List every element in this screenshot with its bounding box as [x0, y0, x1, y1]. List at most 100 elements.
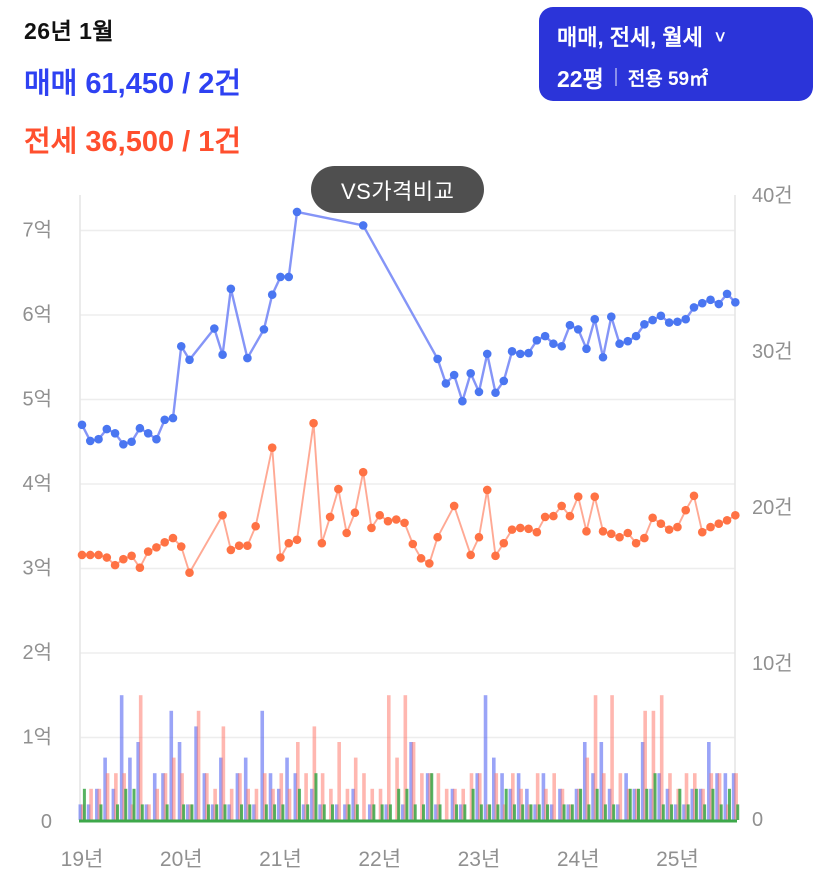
jeonse-volume-bar[interactable] [147, 804, 151, 820]
sale-volume-bar[interactable] [334, 804, 339, 820]
jeonse-price-point[interactable] [598, 527, 608, 536]
jeonse-volume-bar[interactable] [205, 773, 209, 820]
sale-volume-bar[interactable] [243, 757, 248, 820]
wolse-volume-bar[interactable] [471, 788, 475, 820]
sale-volume-bar[interactable] [673, 804, 678, 820]
jeonse-volume-bar[interactable] [271, 788, 275, 820]
jeonse-price-point[interactable] [160, 538, 169, 547]
wolse-volume-bar[interactable] [579, 788, 583, 820]
jeonse-price-point[interactable] [714, 519, 724, 529]
sale-volume-bar[interactable] [425, 773, 430, 820]
jeonse-volume-bar[interactable] [684, 773, 689, 820]
sale-price-point[interactable] [590, 314, 600, 324]
sale-volume-bar[interactable] [566, 804, 571, 820]
sale-volume-bar[interactable] [450, 788, 455, 820]
jeonse-price-point[interactable] [664, 525, 674, 534]
jeonse-volume-bar[interactable] [329, 788, 333, 820]
jeonse-price-point[interactable] [127, 551, 136, 561]
jeonse-price-point[interactable] [507, 525, 517, 534]
wolse-volume-bar[interactable] [372, 804, 376, 820]
jeonse-volume-bar[interactable] [254, 788, 259, 820]
wolse-volume-bar[interactable] [388, 804, 392, 820]
sale-price-point[interactable] [77, 420, 87, 430]
jeonse-price-point[interactable] [185, 568, 194, 578]
wolse-volume-bar[interactable] [463, 804, 467, 820]
jeonse-volume-bar[interactable] [469, 773, 474, 820]
sale-volume-bar[interactable] [136, 742, 140, 820]
jeonse-price-point[interactable] [416, 554, 426, 563]
jeonse-volume-bar[interactable] [196, 710, 201, 820]
wolse-volume-bar[interactable] [405, 788, 409, 820]
wolse-volume-bar[interactable] [140, 804, 144, 820]
jeonse-volume-bar[interactable] [155, 788, 160, 820]
wolse-volume-bar[interactable] [380, 804, 384, 820]
sale-volume-bar[interactable] [533, 804, 537, 820]
sale-volume-bar[interactable] [483, 695, 488, 820]
sale-price-point[interactable] [474, 387, 484, 397]
wolse-volume-bar[interactable] [215, 804, 219, 820]
jeonse-price-point[interactable] [615, 532, 624, 542]
sale-price-point[interactable] [516, 349, 525, 359]
sale-price-point[interactable] [135, 423, 145, 433]
jeonse-price-point[interactable] [482, 485, 492, 495]
jeonse-volume-bar[interactable] [81, 804, 85, 820]
sale-price-point[interactable] [433, 354, 442, 364]
sale-volume-bar[interactable] [161, 773, 165, 820]
jeonse-volume-bar[interactable] [453, 788, 457, 820]
jeonse-volume-bar[interactable] [386, 695, 391, 820]
sale-volume-bar[interactable] [616, 804, 620, 820]
sale-volume-bar[interactable] [144, 804, 149, 820]
jeonse-volume-bar[interactable] [304, 773, 308, 820]
jeonse-volume-bar[interactable] [188, 804, 193, 820]
jeonse-volume-bar[interactable] [461, 788, 466, 820]
sale-price-point[interactable] [94, 434, 103, 444]
sale-volume-bar[interactable] [285, 757, 289, 820]
sale-price-point[interactable] [110, 429, 120, 438]
jeonse-price-point[interactable] [532, 527, 542, 537]
jeonse-price-point[interactable] [119, 554, 128, 564]
wolse-volume-bar[interactable] [612, 804, 616, 820]
sale-volume-bar[interactable] [227, 804, 231, 820]
wolse-volume-bar[interactable] [248, 804, 252, 820]
jeonse-price-point[interactable] [640, 533, 649, 543]
jeonse-volume-bar[interactable] [477, 773, 482, 820]
jeonse-price-point[interactable] [400, 518, 409, 528]
jeonse-price-point[interactable] [689, 491, 699, 501]
sale-price-point[interactable] [127, 437, 136, 447]
jeonse-volume-bar[interactable] [411, 742, 416, 820]
sale-price-point[interactable] [573, 325, 583, 334]
sale-volume-bar[interactable] [78, 804, 83, 820]
wolse-volume-bar[interactable] [455, 804, 459, 820]
jeonse-volume-bar[interactable] [668, 773, 672, 820]
wolse-volume-bar[interactable] [132, 788, 136, 820]
jeonse-volume-bar[interactable] [180, 773, 184, 820]
jeonse-volume-bar[interactable] [420, 773, 424, 820]
wolse-volume-bar[interactable] [281, 804, 285, 820]
jeonse-volume-bar[interactable] [320, 773, 325, 820]
jeonse-price-point[interactable] [284, 538, 294, 548]
sale-price-point[interactable] [524, 348, 533, 358]
sale-price-point[interactable] [565, 320, 575, 330]
jeonse-price-point[interactable] [449, 501, 459, 511]
wolse-volume-bar[interactable] [546, 804, 550, 820]
jeonse-price-point[interactable] [309, 418, 318, 428]
jeonse-price-point[interactable] [251, 521, 260, 531]
wolse-volume-bar[interactable] [264, 804, 268, 820]
jeonse-price-point[interactable] [623, 528, 633, 538]
jeonse-volume-bar[interactable] [105, 773, 110, 820]
vs-price-compare-button[interactable]: VS가격비교 [311, 166, 485, 213]
jeonse-volume-bar[interactable] [494, 773, 499, 820]
wolse-volume-bar[interactable] [512, 804, 516, 820]
wolse-volume-bar[interactable] [124, 788, 128, 820]
filter-dropdown-button[interactable]: 매매, 전세, 월세 ∨ 22평 전용 59㎡ [539, 7, 813, 101]
sale-volume-bar[interactable] [500, 773, 504, 820]
jeonse-volume-bar[interactable] [345, 788, 350, 820]
wolse-volume-bar[interactable] [331, 804, 334, 820]
jeonse-volume-bar[interactable] [676, 788, 681, 820]
sale-volume-bar[interactable] [640, 742, 645, 820]
jeonse-volume-bar[interactable] [171, 757, 176, 820]
sale-price-point[interactable] [615, 339, 624, 349]
jeonse-price-point[interactable] [565, 511, 575, 521]
sale-volume-bar[interactable] [95, 788, 99, 820]
jeonse-volume-bar[interactable] [618, 773, 623, 820]
